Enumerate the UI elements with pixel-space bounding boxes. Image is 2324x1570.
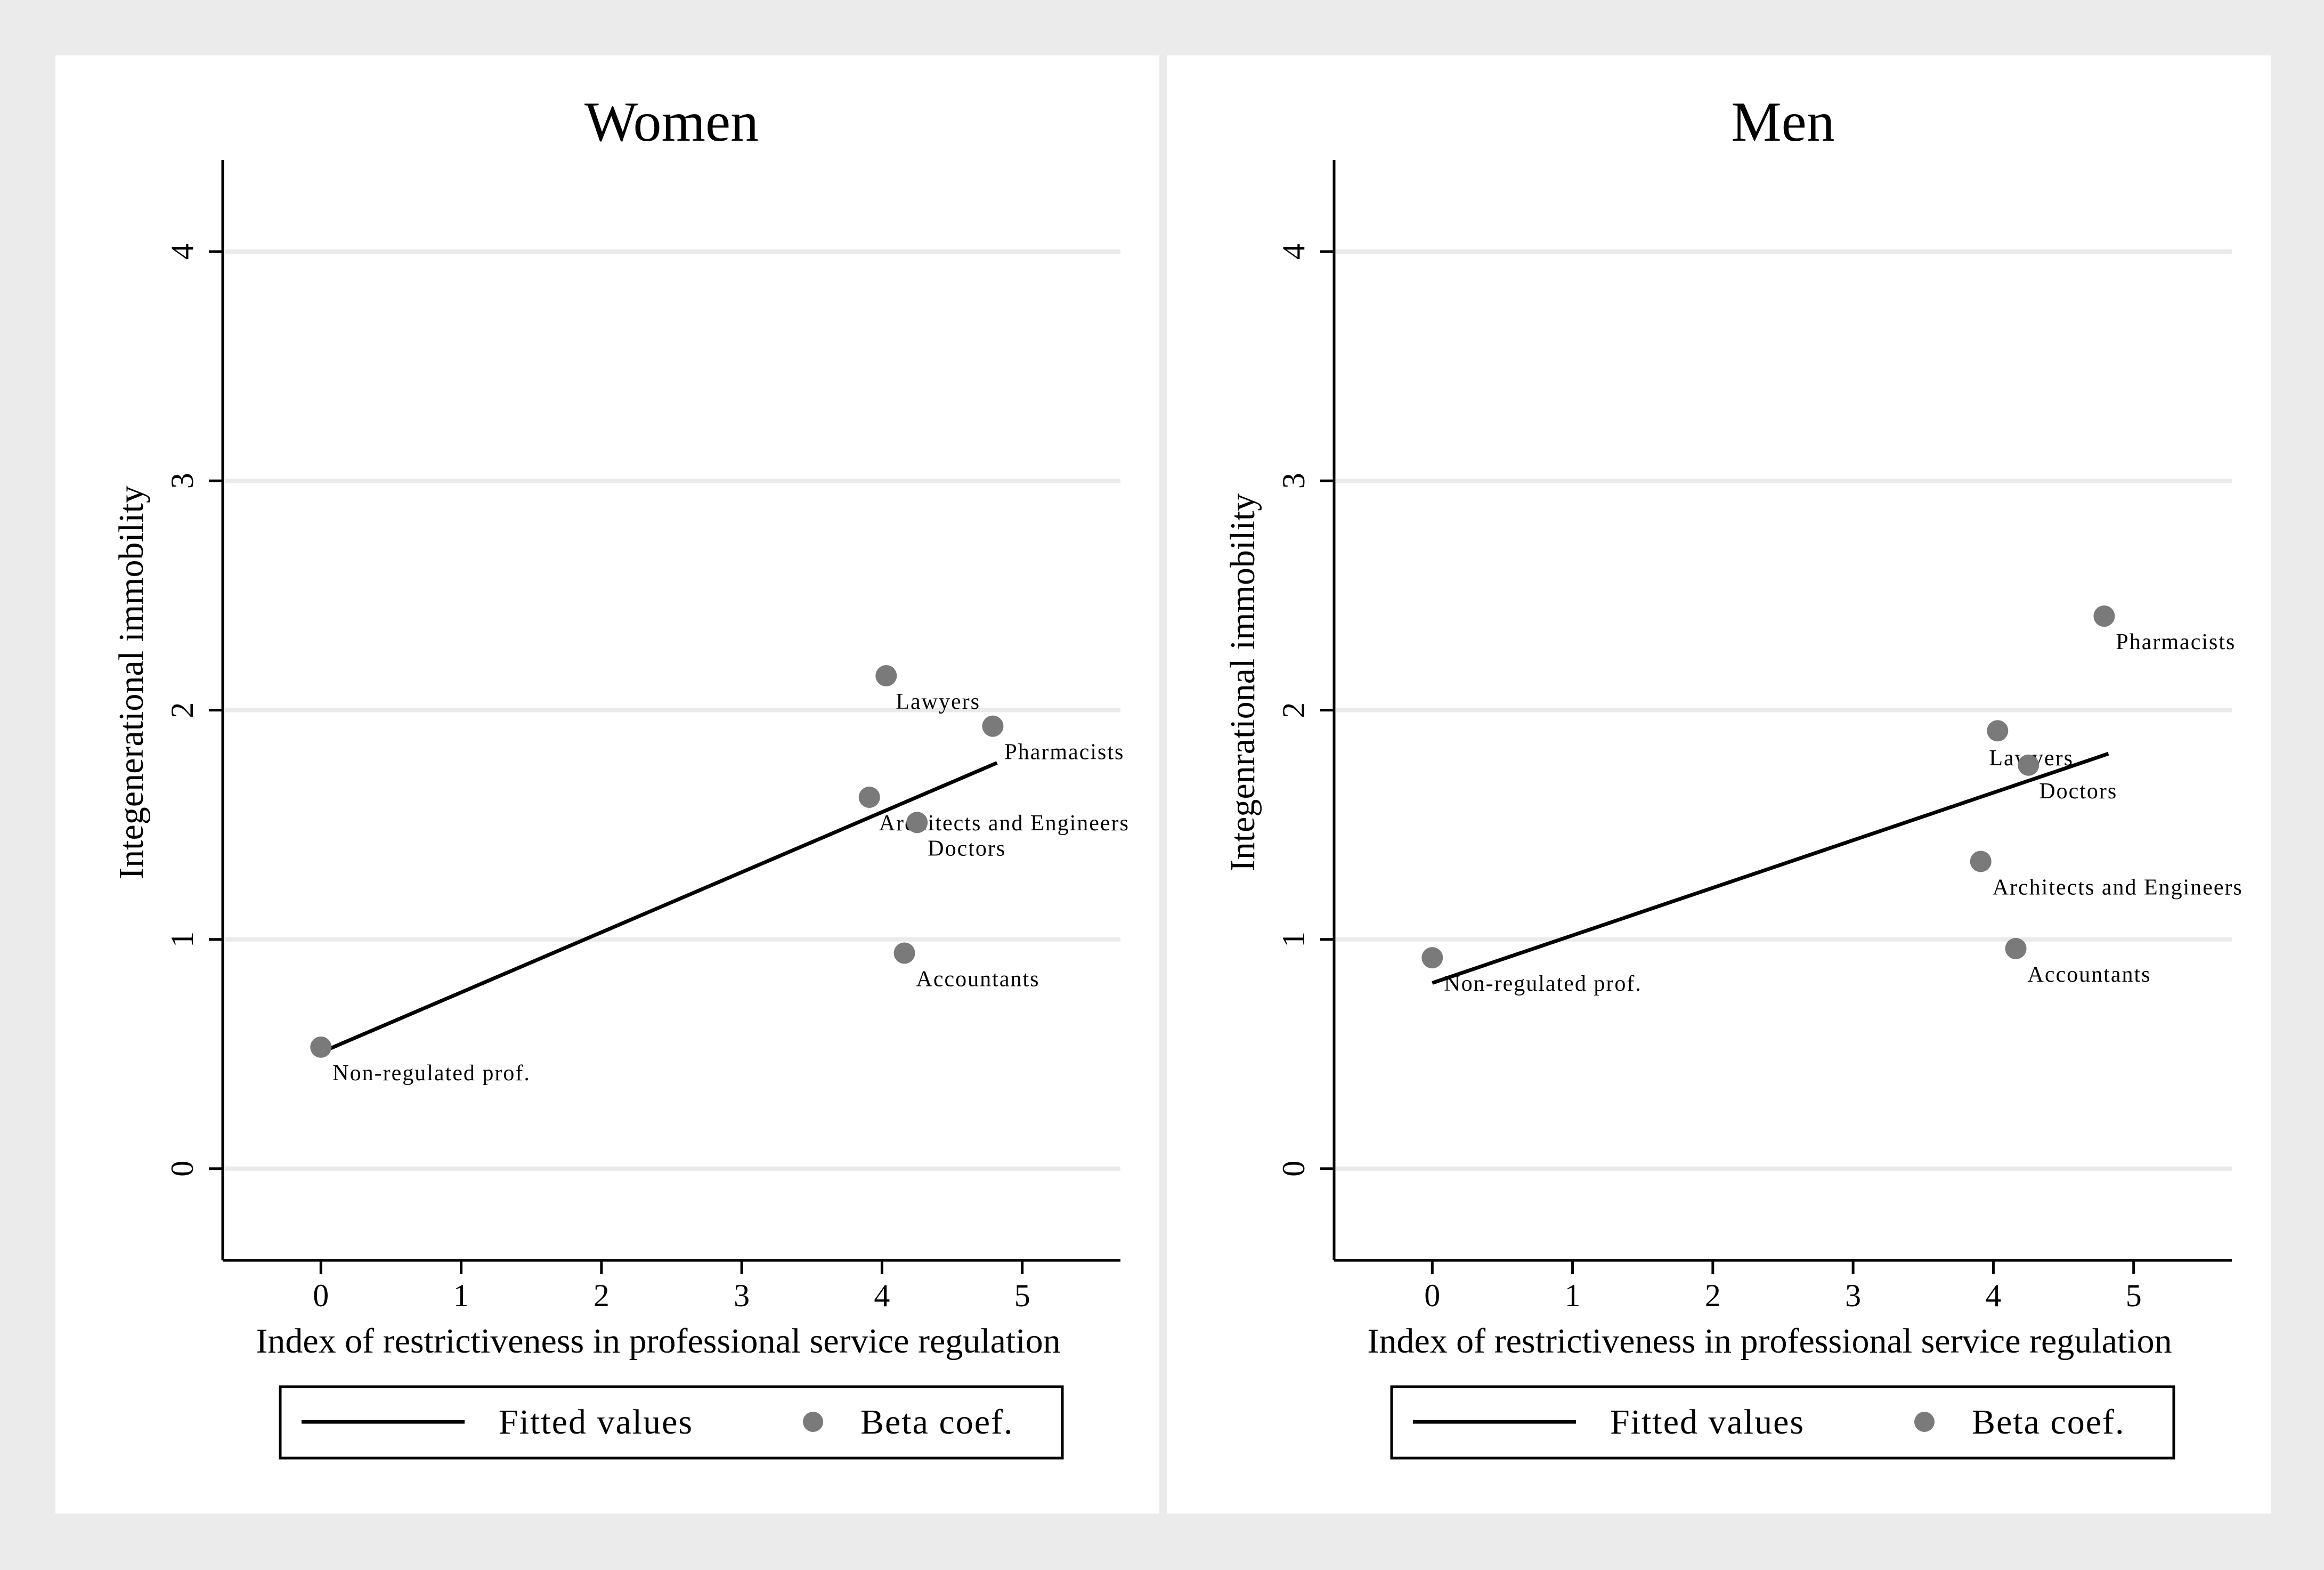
legend-dot-swatch xyxy=(1914,1412,1935,1432)
legend-label: Fitted values xyxy=(1610,1403,1805,1442)
data-point-label: Non-regulated prof. xyxy=(332,1061,531,1086)
data-point xyxy=(1987,720,2009,742)
x-tick-label: 4 xyxy=(874,1278,890,1313)
chart-title: Men xyxy=(1731,91,1834,153)
panel-women-background xyxy=(55,55,1159,1514)
data-point-label: Pharmacists xyxy=(1004,740,1124,765)
x-axis-title: Index of restrictiveness in professional… xyxy=(256,1322,1060,1361)
y-tick-label: 0 xyxy=(1276,1161,1311,1177)
data-point-label: Doctors xyxy=(928,836,1006,861)
data-point-label: Accountants xyxy=(2028,962,2151,987)
fitted-values-line xyxy=(327,761,998,1051)
y-tick-label: 0 xyxy=(165,1161,200,1177)
legend-label: Fitted values xyxy=(499,1403,693,1442)
data-point xyxy=(982,715,1004,737)
x-tick-label: 1 xyxy=(1565,1278,1581,1313)
data-point xyxy=(2005,937,2027,959)
data-point xyxy=(1970,851,1992,872)
y-tick-label: 3 xyxy=(165,473,200,489)
x-tick-label: 5 xyxy=(1014,1278,1030,1313)
x-tick-label: 0 xyxy=(313,1278,329,1313)
chart-title: Women xyxy=(584,91,759,153)
y-axis-title: Integenrational immobility xyxy=(1223,493,1262,871)
legend-label: Beta coef. xyxy=(1972,1403,2125,1442)
x-tick-label: 5 xyxy=(2126,1278,2142,1313)
x-tick-label: 2 xyxy=(594,1278,610,1313)
data-point-label: Pharmacists xyxy=(2116,630,2236,654)
chart-panel-men: Men 0 1 2 3 4 0 1 2 3 4 5 Index of restrictiveness i… xyxy=(1223,91,2243,1460)
data-point xyxy=(906,812,928,833)
y-tick-label: 1 xyxy=(165,932,200,948)
x-tick-label: 3 xyxy=(1845,1278,1861,1313)
panel-men-background xyxy=(1167,55,2271,1514)
y-tick-label: 4 xyxy=(165,244,200,260)
x-tick-label: 3 xyxy=(734,1278,750,1313)
data-point-label: Doctors xyxy=(2039,779,2117,804)
legend-label: Beta coef. xyxy=(860,1403,1014,1442)
data-point xyxy=(2018,754,2039,776)
data-point-label: Lawyers xyxy=(896,690,980,714)
x-tick-label: 4 xyxy=(1985,1278,2001,1313)
data-point-label: Non-regulated prof. xyxy=(1444,972,1642,996)
x-tick-label: 1 xyxy=(453,1278,469,1313)
y-tick-label: 3 xyxy=(1276,473,1311,489)
chart-panel-women: Women 0 1 2 3 4 0 1 2 3 4 5 Index of restrictiveness… xyxy=(112,91,1128,1460)
y-tick-label: 2 xyxy=(165,702,200,718)
data-point-label: Architects and Engineers xyxy=(1993,875,2243,900)
fitted-values-line xyxy=(1432,751,2109,985)
data-point xyxy=(893,942,915,964)
y-axis-title: Integenerational immobility xyxy=(112,485,151,879)
x-tick-label: 0 xyxy=(1424,1278,1440,1313)
y-tick-label: 1 xyxy=(1276,932,1311,948)
x-tick-label: 2 xyxy=(1705,1278,1721,1313)
data-point xyxy=(858,786,880,808)
x-axis-title: Index of restrictiveness in professional… xyxy=(1367,1322,2172,1361)
data-point xyxy=(2093,605,2115,627)
legend-dot-swatch xyxy=(803,1412,823,1432)
y-tick-label: 4 xyxy=(1276,244,1311,260)
data-point xyxy=(875,665,897,686)
data-point-label: Accountants xyxy=(916,967,1040,992)
data-point xyxy=(1421,947,1443,969)
y-tick-label: 2 xyxy=(1276,702,1311,718)
data-point xyxy=(310,1036,332,1058)
charts-layer: Women 0 1 2 3 4 0 1 2 3 4 5 Index of restrictiveness… xyxy=(112,91,2243,1460)
